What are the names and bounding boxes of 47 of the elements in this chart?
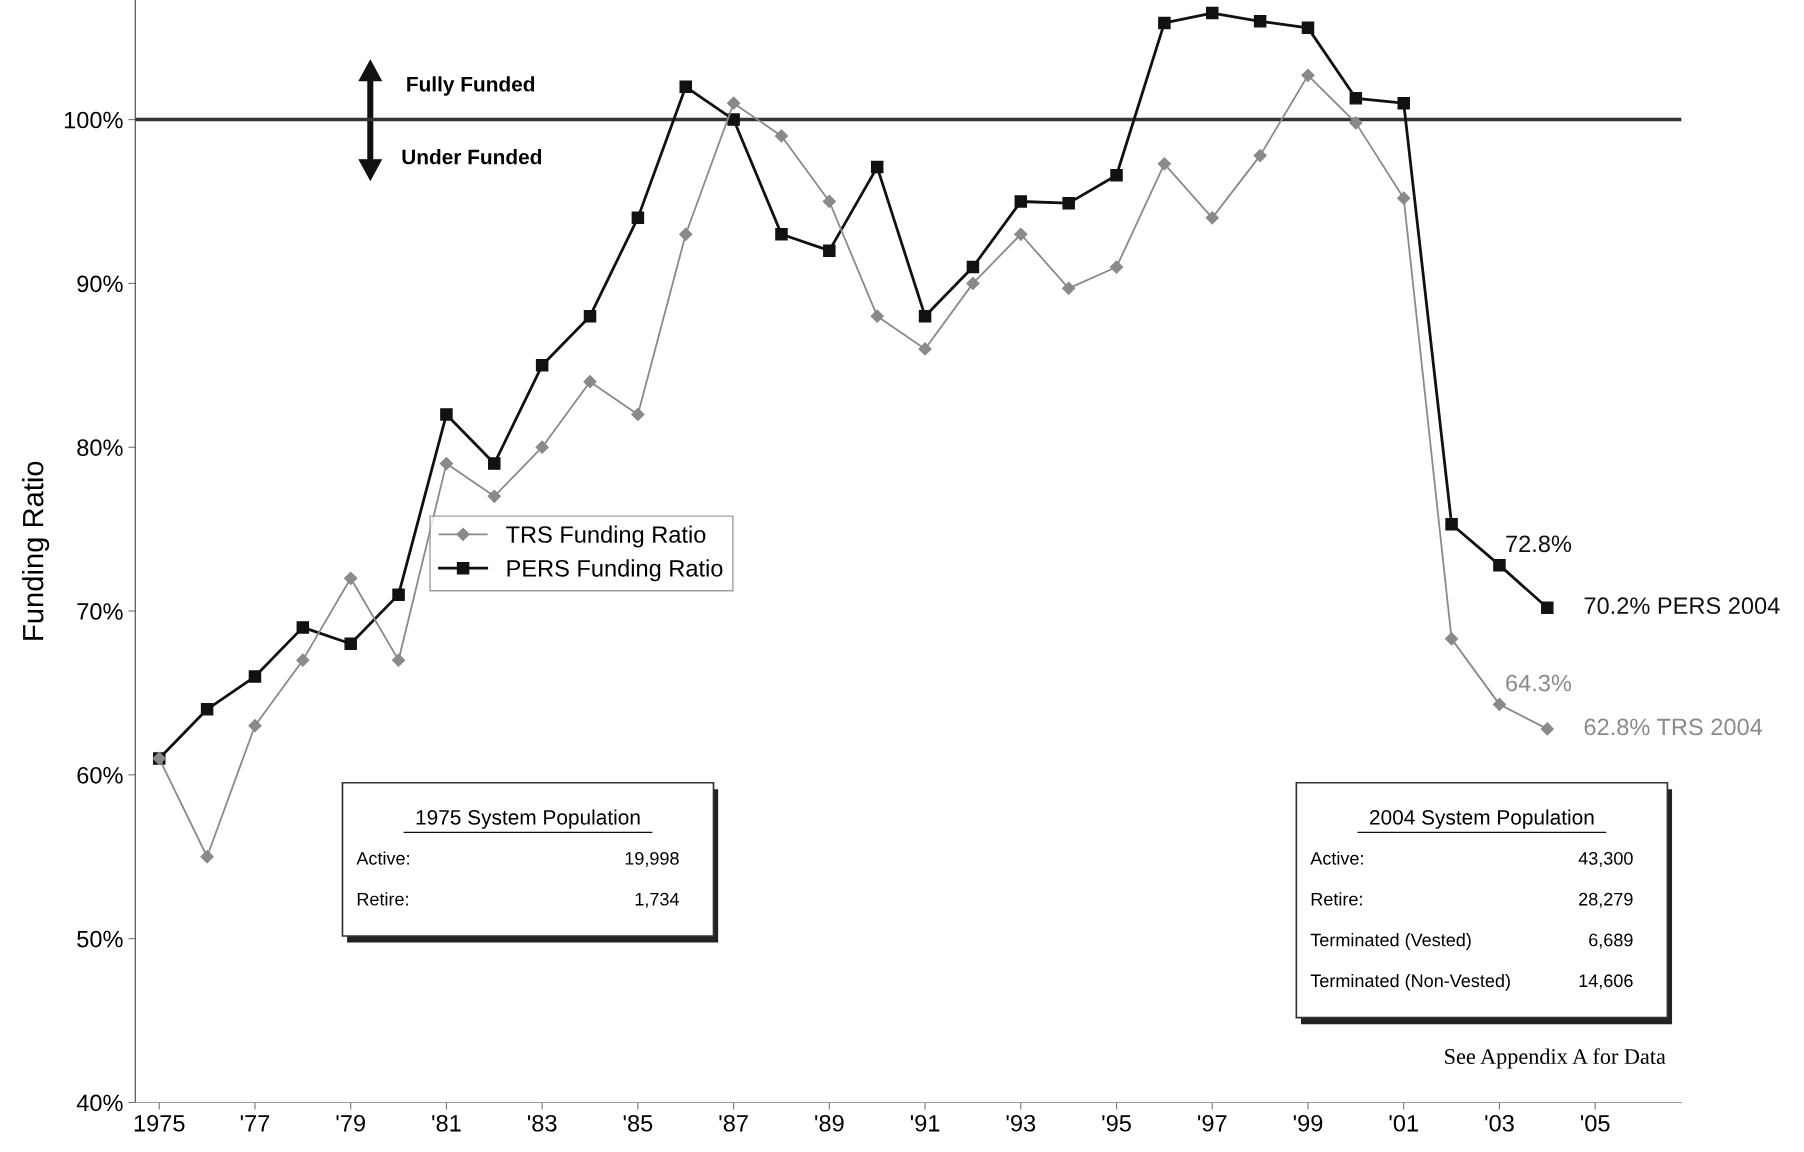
x-tick-label: '91 (910, 1114, 940, 1132)
x-tick-label: '79 (336, 1114, 365, 1132)
legend-label: TRS Funding Ratio (506, 525, 706, 548)
y-tick-label: 80% (77, 439, 123, 456)
x-tick-label: '83 (527, 1114, 557, 1132)
annotation: 1975 System Population (416, 809, 640, 829)
y-tick-label: 50% (77, 930, 123, 948)
x-tick-label: '77 (240, 1115, 270, 1132)
y-tick-label: 40% (76, 1094, 123, 1112)
annotation: See Appendix A for Data (1445, 1048, 1666, 1069)
x-tick-label: '99 (1293, 1114, 1323, 1132)
x-tick-label: '93 (1006, 1114, 1036, 1132)
x-tick-label: 1975 (134, 1114, 185, 1132)
data-label: 62.8% TRS 2004 (1584, 718, 1763, 736)
annotation: Under Funded (402, 149, 542, 165)
y-tick-label: 60% (77, 766, 123, 784)
annotation: 2004 System Population (1370, 809, 1594, 829)
annotation: 19,998 (625, 851, 679, 867)
x-tick-label: '87 (719, 1114, 748, 1132)
annotation: Terminated (Non-Vested) (1310, 973, 1510, 991)
x-tick-label: '95 (1102, 1114, 1131, 1132)
x-tick-label: '81 (432, 1114, 461, 1132)
annotation: 43,300 (1578, 851, 1633, 867)
annotation: Retire: (1311, 892, 1362, 906)
legend-label: PERS Funding Ratio (507, 559, 723, 582)
data-label: 70.2% PERS 2004 (1584, 597, 1780, 615)
y-tick-label: 90% (77, 275, 123, 293)
annotation: Active: (1310, 851, 1363, 865)
annotation: 28,279 (1579, 892, 1633, 908)
annotation: 6,689 (1589, 933, 1633, 949)
x-tick-label: '97 (1198, 1114, 1227, 1132)
annotation: 1,734 (635, 892, 679, 908)
annotation: Fully Funded (407, 76, 535, 96)
annotation: 14,606 (1579, 974, 1633, 990)
x-tick-label: '89 (815, 1114, 844, 1132)
data-label: 64.3% (1506, 674, 1572, 692)
annotation: Terminated (Vested) (1310, 933, 1471, 950)
y-tick-label: 100% (64, 111, 123, 129)
y-axis-title: Funding Ratio (22, 461, 50, 640)
x-tick-label: '85 (623, 1114, 653, 1132)
data-label: 72.8% (1506, 535, 1572, 553)
annotation: Active: (356, 851, 409, 865)
annotation: Retire: (357, 892, 408, 906)
x-tick-label: '03 (1485, 1114, 1514, 1132)
x-tick-label: '01 (1389, 1114, 1418, 1132)
x-tick-label: '05 (1580, 1114, 1610, 1132)
y-tick-label: 70% (77, 603, 123, 620)
